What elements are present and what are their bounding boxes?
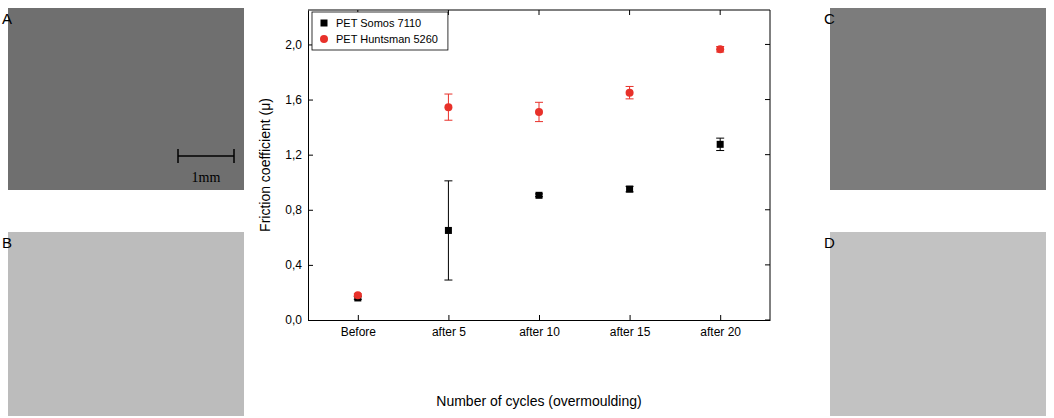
x-tick: Before (341, 315, 377, 339)
y-axis: 0,0 0,4 0,8 1,2 1,6 2,0 (285, 11, 313, 328)
error-bar (626, 186, 634, 192)
y-tick-label: 1,6 (285, 93, 302, 107)
legend-marker (321, 20, 328, 27)
legend: PET Somos 7110 PET Huntsman 5260 (312, 12, 448, 50)
x-tick-mark (448, 315, 449, 320)
series (354, 138, 724, 301)
y-tick-mark (308, 100, 313, 101)
data-point (716, 45, 724, 53)
panel-letter: B (2, 234, 12, 251)
x-tick-label: Before (341, 325, 377, 339)
y-tick-mark (308, 210, 313, 211)
x-axis: Before after 5 after 10 after 15 after 20 (309, 315, 771, 339)
legend-marker (320, 35, 328, 43)
panel-letter: C (824, 10, 835, 27)
x-tick-label: after 10 (519, 325, 560, 339)
y-tick-mark (308, 265, 313, 266)
error-bar (716, 138, 724, 150)
y-tick-mark-right (765, 99, 770, 100)
error-bar-cap (444, 180, 452, 181)
y-axis-line (308, 11, 309, 321)
scale-bar-label: 1mm (192, 170, 221, 185)
data-point (444, 103, 452, 111)
x-tick-mark-top (720, 10, 721, 15)
y-tick-label: 2,0 (285, 38, 302, 52)
panel-letter: A (2, 10, 12, 27)
y-axis-title: Friction coefficient (μ) (257, 98, 273, 232)
plot-area (354, 45, 724, 301)
x-tick-label: after 20 (700, 325, 741, 339)
error-bar (626, 86, 634, 98)
photo (8, 8, 244, 190)
y-tick-label: 1,2 (285, 148, 302, 162)
data-point (445, 227, 452, 234)
error-bar-cap (626, 86, 634, 87)
series (354, 45, 724, 299)
x-tick-mark (358, 315, 359, 320)
x-tick: after 20 (700, 315, 741, 339)
error-bar (535, 102, 543, 121)
error-bar-cap (444, 94, 452, 95)
x-tick-mark-top (629, 10, 630, 15)
x-tick-mark (720, 315, 721, 320)
x-tick-label: after 15 (610, 325, 651, 339)
y-tick-mark (308, 155, 313, 156)
y-tick: 1,2 (285, 148, 313, 162)
error-bar-cap (535, 121, 543, 122)
error-bar-cap (716, 150, 724, 151)
legend-label: PET Huntsman 5260 (336, 33, 438, 45)
scale-bar-end (233, 149, 235, 163)
legend-label: PET Somos 7110 (336, 17, 421, 29)
error-bar-cap (626, 98, 634, 99)
x-tick-mark-top (539, 10, 540, 15)
y-tick: 1,6 (285, 93, 313, 107)
y-tick-mark-right (765, 44, 770, 45)
photo (830, 232, 1046, 416)
y-tick-mark-right (765, 209, 770, 210)
panel-letter: D (824, 234, 835, 251)
x-tick-mark (539, 315, 540, 320)
error-bar-cap (535, 102, 543, 103)
y-tick-mark-right (765, 264, 770, 265)
x-axis-title: Number of cycles (overmoulding) (436, 393, 641, 409)
y-tick: 0,4 (285, 258, 313, 272)
x-tick-label: after 5 (432, 325, 466, 339)
photo (8, 232, 244, 416)
y-tick-label: 0,4 (285, 258, 302, 272)
figure: A 1mm B C D 0,0 0,4 0,8 1,2 1,6 2,0 Before after 5 af… (0, 0, 1054, 418)
data-point (626, 89, 634, 97)
frame-right (770, 10, 771, 320)
photo-panel: D (824, 232, 1046, 416)
photo-panel: B (2, 232, 244, 416)
y-tick: 0,8 (285, 203, 313, 217)
error-bar-cap (444, 120, 452, 121)
scale-bar (178, 155, 234, 157)
data-point (535, 108, 543, 116)
x-tick: after 5 (432, 315, 466, 339)
data-point (717, 141, 724, 148)
error-bar (444, 94, 452, 120)
error-bar (444, 181, 452, 280)
x-axis-line (309, 320, 771, 321)
photo-panel: A 1mm (2, 8, 244, 190)
photo (830, 8, 1046, 190)
data-point (626, 186, 633, 193)
x-tick: after 15 (610, 315, 651, 339)
x-tick: after 10 (519, 315, 560, 339)
data-point (354, 291, 362, 299)
y-tick: 2,0 (285, 38, 313, 52)
legend-box (312, 12, 448, 50)
scale-bar-end (177, 149, 179, 163)
y-tick-mark-right (765, 154, 770, 155)
y-tick-label: 0,0 (285, 313, 302, 327)
data-point (536, 192, 543, 199)
x-tick-mark (630, 315, 631, 320)
photo-panel: C (824, 8, 1046, 190)
error-bar-cap (444, 280, 452, 281)
error-bar-cap (716, 138, 724, 139)
y-tick-label: 0,8 (285, 203, 302, 217)
